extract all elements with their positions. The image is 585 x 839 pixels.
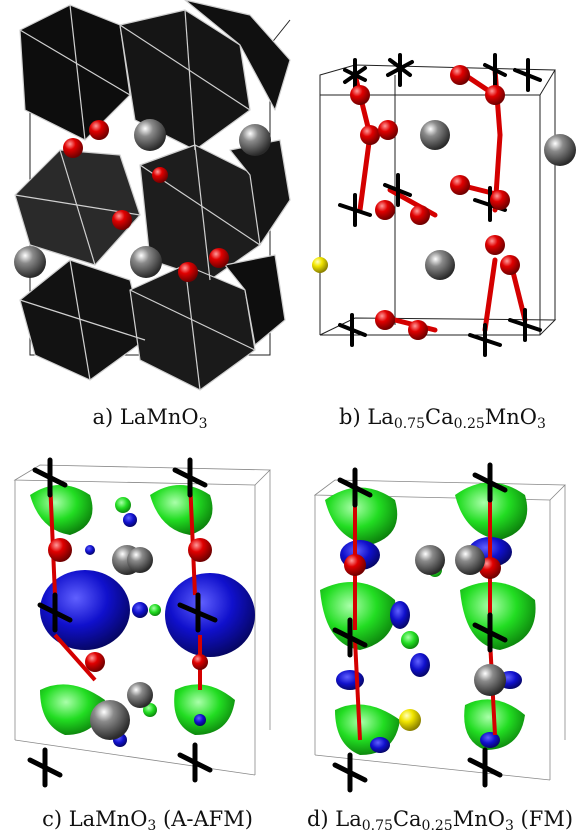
- mn-atoms: [338, 53, 542, 357]
- caption-d: d) La0.75Ca0.25MnO3 (FM): [306, 807, 574, 834]
- caption-b: b) La0.75Ca0.25MnO3: [339, 405, 546, 432]
- la-atoms: [90, 545, 153, 740]
- mn-atoms: [332, 462, 508, 793]
- la-atoms: [415, 545, 506, 696]
- panel-b-lacamno3-ball-stick: [300, 0, 585, 395]
- oxygen-atoms: [48, 538, 212, 672]
- panel-c-lamno3-aafm-isosurface: [0, 440, 290, 805]
- mn-atoms: [27, 457, 218, 788]
- la-atoms: [420, 120, 576, 280]
- positive-isosurfaces: [30, 485, 235, 735]
- panel-d-lacamno3-fm-isosurface: [295, 440, 585, 805]
- positive-isosurfaces: [320, 482, 536, 755]
- panel-a-lamno3-octahedra: [0, 0, 300, 395]
- negative-isosurfaces: [40, 513, 255, 747]
- oxygen-atoms: [350, 65, 520, 340]
- ca-atom: [312, 257, 328, 273]
- caption-c: c) LaMnO3 (A-AFM): [42, 807, 253, 834]
- oxygen-atoms: [63, 120, 229, 282]
- la-atoms: [14, 119, 271, 278]
- ca-atom: [399, 709, 421, 731]
- mno6-octahedra: [14, 0, 291, 391]
- caption-a: a) LaMnO3: [92, 405, 208, 432]
